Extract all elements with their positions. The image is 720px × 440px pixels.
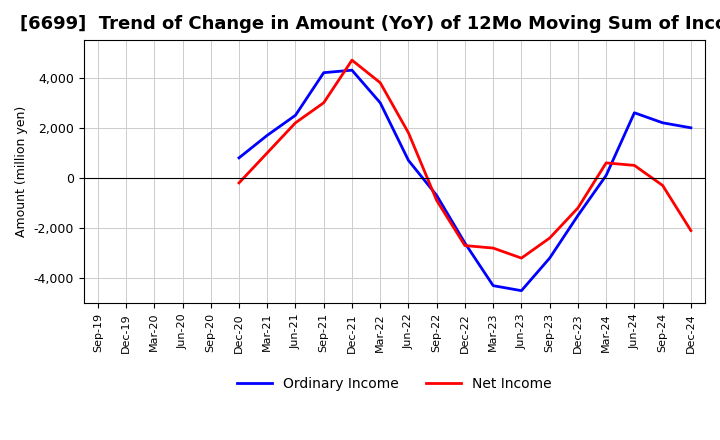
Ordinary Income — [602, 173, 611, 178]
Ordinary Income — [263, 133, 271, 138]
Ordinary Income — [433, 193, 441, 198]
Ordinary Income — [348, 67, 356, 73]
Net Income — [489, 246, 498, 251]
Ordinary Income — [461, 240, 469, 246]
Title: [6699]  Trend of Change in Amount (YoY) of 12Mo Moving Sum of Incomes: [6699] Trend of Change in Amount (YoY) o… — [20, 15, 720, 33]
Net Income — [545, 235, 554, 241]
Ordinary Income — [320, 70, 328, 75]
Legend: Ordinary Income, Net Income: Ordinary Income, Net Income — [231, 371, 557, 396]
Net Income — [687, 228, 696, 233]
Ordinary Income — [489, 283, 498, 288]
Net Income — [517, 256, 526, 261]
Net Income — [320, 100, 328, 106]
Ordinary Income — [291, 113, 300, 118]
Net Income — [235, 180, 243, 186]
Net Income — [348, 58, 356, 63]
Line: Ordinary Income: Ordinary Income — [239, 70, 691, 291]
Ordinary Income — [376, 100, 384, 106]
Ordinary Income — [658, 120, 667, 125]
Ordinary Income — [687, 125, 696, 130]
Net Income — [291, 120, 300, 125]
Ordinary Income — [630, 110, 639, 115]
Ordinary Income — [574, 213, 582, 218]
Ordinary Income — [545, 256, 554, 261]
Net Income — [658, 183, 667, 188]
Line: Net Income: Net Income — [239, 60, 691, 258]
Net Income — [574, 205, 582, 211]
Net Income — [263, 150, 271, 155]
Net Income — [461, 243, 469, 248]
Net Income — [404, 130, 413, 136]
Ordinary Income — [517, 288, 526, 293]
Net Income — [602, 160, 611, 165]
Net Income — [376, 80, 384, 85]
Ordinary Income — [404, 158, 413, 163]
Y-axis label: Amount (million yen): Amount (million yen) — [15, 106, 28, 237]
Ordinary Income — [235, 155, 243, 161]
Net Income — [433, 198, 441, 203]
Net Income — [630, 163, 639, 168]
